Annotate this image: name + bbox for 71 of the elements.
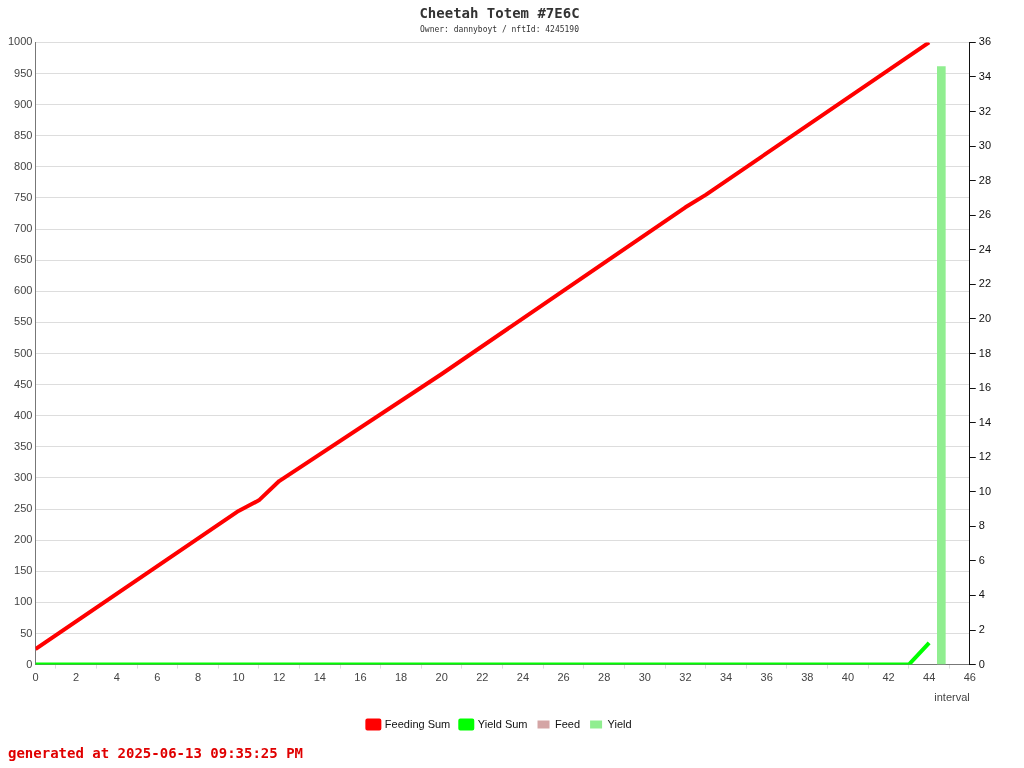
legend-label: Yield Sum (477, 717, 528, 730)
x-tick-label: 4 (113, 671, 120, 684)
y-tick-label: 250 (14, 502, 33, 515)
text: generated at 2025-06-13 09:35:25 PM (8, 745, 304, 761)
x-tick-label: 16 (354, 671, 367, 684)
y-tick-label: 350 (14, 439, 33, 452)
y2-tick-label: 22 (978, 277, 992, 290)
x-tick-label: 26 (557, 671, 570, 684)
x-tick-label: 6 (154, 671, 161, 684)
y-tick-label: 100 (14, 595, 33, 608)
y2-tick-label: 18 (978, 346, 992, 359)
y2-tick-label: 12 (978, 450, 992, 463)
y2-tick-label: 24 (978, 242, 992, 255)
y2-tick-label: 28 (978, 173, 992, 186)
y2-tick-label: 8 (978, 519, 985, 532)
y-tick-label: 600 (14, 284, 33, 297)
x-tick-label: 20 (435, 671, 448, 684)
y2-tick-label: 32 (978, 104, 992, 117)
y2-tick-label: 4 (978, 588, 985, 601)
x-tick-label: 38 (801, 671, 814, 684)
x-tick-label: 28 (598, 671, 611, 684)
x-tick-label: 2 (73, 671, 80, 684)
y2-tick-label: 34 (978, 70, 992, 82)
legend-label: Feed (555, 717, 581, 730)
y-tick-label: 800 (14, 159, 33, 172)
x-tick-label: 18 (394, 671, 408, 684)
x-tick-label: 14 (313, 671, 326, 684)
y2-tick-label: 14 (978, 415, 992, 428)
y2-tick-label: 0 (978, 657, 985, 670)
y-tick-label: 400 (14, 408, 33, 421)
y2-tick-label: 36 (978, 35, 992, 48)
x-tick-label: 44 (923, 671, 936, 684)
y2-tick-label: 6 (978, 553, 985, 566)
y-tick-label: 500 (14, 346, 33, 359)
y2-tick-label: 16 (978, 381, 992, 394)
y-tick-label: 850 (14, 128, 33, 141)
y2-tick-label: 30 (978, 139, 992, 152)
x-tick-label: 22 (476, 671, 489, 684)
x-tick-label: 42 (882, 671, 895, 684)
y-tick-label: 750 (14, 190, 33, 203)
y-tick-label: 1000 (7, 35, 33, 48)
y-tick-label: 950 (14, 66, 33, 79)
legend-label: Feeding Sum (384, 717, 451, 730)
x-tick-label: 46 (963, 671, 976, 684)
y-tick-label: 700 (14, 222, 33, 235)
x-tick-label: 10 (232, 671, 245, 684)
x-tick-label: 24 (516, 671, 530, 684)
x-tick-label: 40 (841, 671, 855, 684)
y2-tick-label: 2 (978, 623, 985, 636)
y2-tick-label: 20 (978, 311, 992, 324)
legend-label: Yield (607, 717, 632, 730)
y-tick-label: 650 (14, 253, 33, 266)
y-tick-label: 550 (14, 315, 33, 328)
y2-tick-label: 10 (978, 484, 992, 497)
chart-subtitle: Owner: dannyboyt / nftId: 4245190 (420, 24, 580, 34)
x-tick-label: 30 (638, 671, 651, 684)
x-axis-title: interval (934, 691, 970, 704)
y2-tick-label: 26 (978, 208, 992, 221)
y-tick-label: 0 (26, 657, 33, 670)
y-tick-label: 150 (14, 564, 33, 577)
x-tick-label: 12 (273, 671, 286, 684)
y-tick-label: 900 (14, 97, 33, 110)
x-tick-label: 36 (760, 671, 773, 684)
x-tick-label: 32 (679, 671, 692, 684)
y-tick-label: 50 (20, 626, 33, 639)
y-tick-label: 450 (14, 377, 33, 390)
x-tick-label: 34 (719, 671, 733, 684)
chart-title: Cheetah Totem #7E6C (419, 5, 580, 22)
y-tick-label: 300 (14, 470, 33, 483)
x-tick-label: 8 (194, 671, 202, 684)
y-tick-label: 200 (14, 533, 33, 546)
